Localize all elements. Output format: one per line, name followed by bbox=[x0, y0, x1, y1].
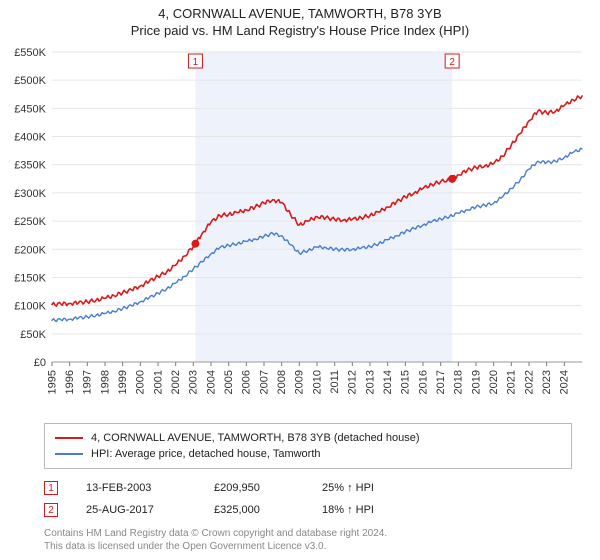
transaction-marker-number: 2 bbox=[449, 57, 455, 68]
transaction-row-marker: 2 bbox=[44, 503, 58, 517]
chart-container: 4, CORNWALL AVENUE, TAMWORTH, B78 3YB Pr… bbox=[0, 0, 600, 553]
x-tick-label: 1996 bbox=[64, 370, 76, 394]
x-tick-label: 2004 bbox=[205, 370, 217, 394]
x-tick-label: 2019 bbox=[470, 370, 482, 394]
x-tick-label: 2002 bbox=[170, 370, 182, 394]
x-tick-label: 2010 bbox=[311, 370, 323, 394]
x-tick-label: 2009 bbox=[294, 370, 306, 394]
x-tick-label: 2000 bbox=[135, 370, 147, 394]
chart: £0 £50K £100K £150K £200K £250K £300K £350K £400… bbox=[0, 42, 600, 417]
legend-row: 4, CORNWALL AVENUE, TAMWORTH, B78 3YB (d… bbox=[55, 430, 561, 446]
legend: 4, CORNWALL AVENUE, TAMWORTH, B78 3YB (d… bbox=[44, 423, 572, 469]
transaction-date: 13-FEB-2003 bbox=[86, 482, 186, 494]
transaction-pct: 18% ↑ HPI bbox=[322, 504, 412, 516]
x-tick-label: 1998 bbox=[99, 370, 111, 394]
x-tick-label: 2024 bbox=[559, 370, 571, 394]
x-tick-label: 1999 bbox=[117, 370, 129, 394]
x-tick-label: 2018 bbox=[453, 370, 465, 394]
y-tick-label: £150K bbox=[14, 272, 46, 284]
x-tick-label: 2011 bbox=[329, 370, 341, 394]
legend-label: HPI: Average price, detached house, Tamw… bbox=[91, 448, 321, 460]
legend-swatch bbox=[55, 437, 83, 439]
transaction-row: 2 25-AUG-2017 £325,000 18% ↑ HPI bbox=[44, 499, 572, 521]
title-address: 4, CORNWALL AVENUE, TAMWORTH, B78 3YB bbox=[0, 6, 600, 21]
x-tick-label: 2005 bbox=[223, 370, 235, 394]
y-tick-label: £100K bbox=[14, 301, 46, 313]
y-tick-label: £250K bbox=[14, 216, 46, 228]
footer-line2: This data is licensed under the Open Gov… bbox=[44, 540, 572, 553]
x-tick-label: 2003 bbox=[188, 370, 200, 394]
transaction-row: 1 13-FEB-2003 £209,950 25% ↑ HPI bbox=[44, 477, 572, 499]
legend-row: HPI: Average price, detached house, Tamw… bbox=[55, 446, 561, 462]
x-tick-label: 1997 bbox=[82, 370, 94, 394]
x-tick-label: 2014 bbox=[382, 370, 394, 394]
y-tick-label: £550K bbox=[14, 47, 46, 59]
transaction-pct: 25% ↑ HPI bbox=[322, 482, 412, 494]
y-tick-label: £450K bbox=[14, 103, 46, 115]
y-tick-label: £500K bbox=[14, 75, 46, 87]
transaction-marker-number: 1 bbox=[193, 57, 199, 68]
y-tick-label: £50K bbox=[20, 329, 46, 341]
x-tick-label: 2017 bbox=[435, 370, 447, 394]
x-tick-label: 1995 bbox=[46, 370, 58, 394]
x-tick-label: 2016 bbox=[417, 370, 429, 394]
x-tick-label: 2020 bbox=[488, 370, 500, 394]
x-tick-label: 2012 bbox=[347, 370, 359, 394]
footer-line1: Contains HM Land Registry data © Crown c… bbox=[44, 527, 572, 540]
x-tick-label: 2001 bbox=[152, 370, 164, 394]
x-tick-label: 2013 bbox=[364, 370, 376, 394]
y-tick-label: £200K bbox=[14, 244, 46, 256]
y-tick-label: £350K bbox=[14, 160, 46, 172]
shade-band bbox=[195, 52, 452, 362]
titles: 4, CORNWALL AVENUE, TAMWORTH, B78 3YB Pr… bbox=[0, 0, 600, 42]
x-tick-label: 2022 bbox=[523, 370, 535, 394]
transaction-price: £209,950 bbox=[214, 482, 294, 494]
legend-swatch bbox=[55, 453, 83, 455]
x-tick-label: 2006 bbox=[241, 370, 253, 394]
chart-svg: £0 £50K £100K £150K £200K £250K £300K £350K £400… bbox=[0, 42, 600, 417]
x-tick-label: 2015 bbox=[400, 370, 412, 394]
title-subtitle: Price paid vs. HM Land Registry's House … bbox=[0, 23, 600, 38]
x-tick-label: 2008 bbox=[276, 370, 288, 394]
y-tick-label: £0 bbox=[34, 357, 46, 369]
transaction-date: 25-AUG-2017 bbox=[86, 504, 186, 516]
transaction-dot bbox=[191, 240, 199, 248]
transactions-table: 1 13-FEB-2003 £209,950 25% ↑ HPI 2 25-AUG-201… bbox=[44, 477, 572, 521]
transaction-dot bbox=[448, 175, 456, 183]
y-tick-label: £400K bbox=[14, 132, 46, 144]
legend-label: 4, CORNWALL AVENUE, TAMWORTH, B78 3YB (d… bbox=[91, 432, 420, 444]
x-tick-label: 2021 bbox=[506, 370, 518, 394]
x-tick-label: 2023 bbox=[541, 370, 553, 394]
footer: Contains HM Land Registry data © Crown c… bbox=[44, 527, 572, 553]
y-tick-label: £300K bbox=[14, 188, 46, 200]
transaction-price: £325,000 bbox=[214, 504, 294, 516]
transaction-row-marker: 1 bbox=[44, 481, 58, 495]
x-tick-label: 2007 bbox=[258, 370, 270, 394]
